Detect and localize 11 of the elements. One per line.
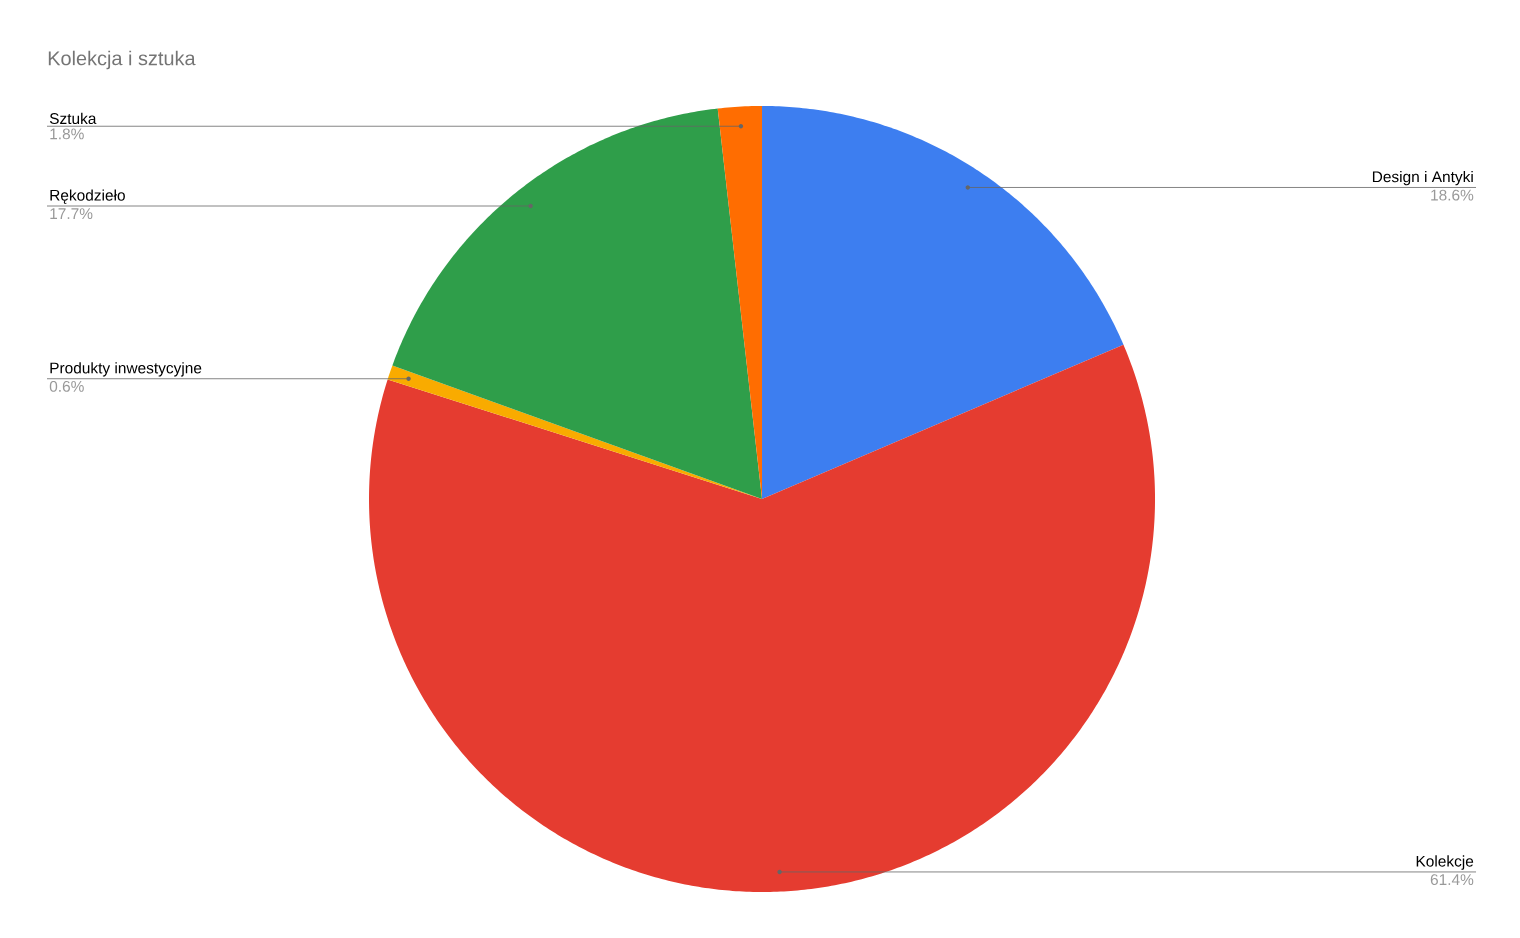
- slice-label: Produkty inwestycyjne: [50, 362, 202, 377]
- slice-label: Design i Antyki: [1372, 170, 1473, 186]
- data-label: 18.6%: [1431, 189, 1474, 201]
- slice-label: Kolekcje: [1416, 855, 1474, 870]
- slice-label: Rękodzieło: [50, 189, 125, 204]
- chart-title: Kolekcja i sztuka: [48, 50, 196, 70]
- data-label: 1.8%: [50, 128, 84, 140]
- slice-label: Sztuka: [49, 112, 97, 125]
- data-label: 61.4%: [1430, 874, 1474, 886]
- data-label: 17.7%: [50, 208, 93, 219]
- data-label: 0.6%: [49, 380, 84, 392]
